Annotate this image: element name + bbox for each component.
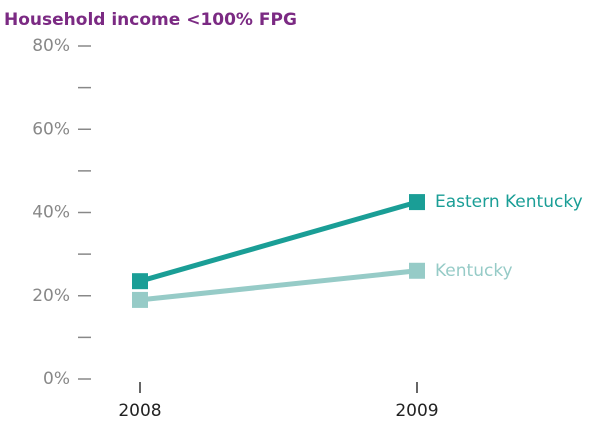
x-tick-label: 2009 bbox=[395, 401, 438, 421]
point-marker bbox=[409, 262, 425, 279]
series-label: Eastern Kentucky bbox=[435, 192, 583, 212]
y-tick-label: 20% bbox=[32, 286, 70, 306]
series-line bbox=[139, 268, 418, 303]
y-tick-label: 0% bbox=[43, 369, 70, 389]
chart-title: Household income <100% FPG bbox=[4, 10, 297, 30]
y-tick-label: 40% bbox=[32, 203, 70, 223]
point-marker bbox=[409, 194, 425, 211]
y-tick-label: 60% bbox=[32, 119, 70, 139]
point-marker bbox=[132, 273, 148, 290]
y-tick-label: 80% bbox=[32, 36, 70, 56]
point-marker bbox=[132, 291, 148, 308]
series-line bbox=[139, 199, 418, 284]
x-tick-label: 2008 bbox=[118, 401, 161, 421]
series-label: Kentucky bbox=[435, 261, 513, 281]
